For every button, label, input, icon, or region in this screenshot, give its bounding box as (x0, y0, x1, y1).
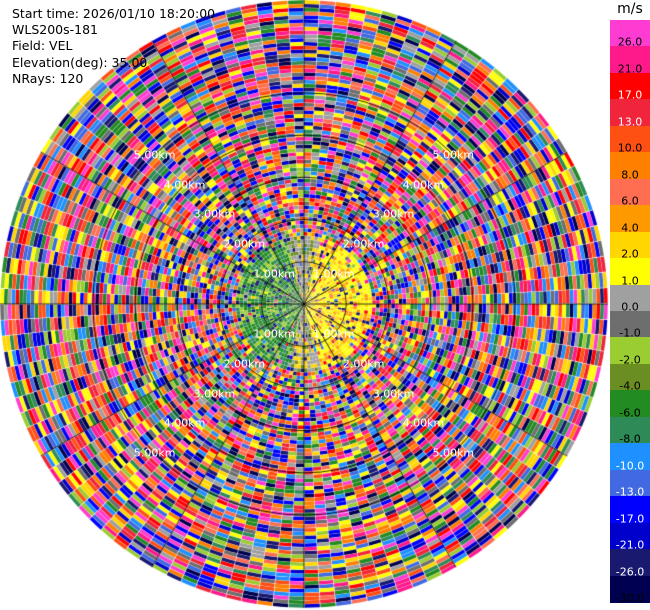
range-ring-label: 4.00km (163, 178, 206, 192)
colorbar-unit: m/s (617, 1, 643, 17)
colorbar-bin (610, 258, 650, 286)
colorbar-bin (610, 390, 650, 418)
colorbar-bin (610, 125, 650, 153)
start-time-text: Start time: 2026/01/10 18:20:00 (12, 6, 216, 21)
colorbar-tick-label: 13.0 (617, 115, 643, 129)
plot-metadata: Start time: 2026/01/10 18:20:00 WLS200s-… (12, 6, 215, 87)
range-ring-label: 5.00km (432, 446, 475, 460)
colorbar-tick-label: 8.0 (621, 168, 639, 182)
range-ring-label: 3.00km (372, 387, 415, 401)
elevation-text: Elevation(deg): 35.00 (12, 54, 148, 70)
range-ring-label: 3.00km (193, 387, 236, 401)
range-ring-label: 1.00km (253, 267, 295, 281)
colorbar-tick-label: 1.0 (621, 274, 639, 288)
colorbar-tick-label: -8.0 (619, 432, 641, 446)
colorbar-bin (610, 231, 650, 259)
range-ring-label: 2.00km (342, 357, 385, 371)
colorbar-tick-label: -1.0 (619, 326, 641, 340)
range-ring-label: 4.00km (163, 416, 206, 430)
colorbar-tick-label: -13.0 (615, 485, 645, 499)
colorbar-bins: 26.0 21.0 17.0 13.0 10.0 8.0 6.0 4.0 2.0 1.0 0.0 -1… (610, 20, 650, 605)
range-ring-label: 5.00km (133, 446, 176, 460)
colorbar-bin (610, 20, 650, 48)
colorbar-tick-label: -21.0 (615, 538, 645, 552)
colorbar-bin (610, 311, 650, 339)
ppi-plot: 1.00km 1.00km 1.00km 1.00km 2.00km 2.00km 2.00… (0, 0, 610, 610)
colorbar-tick-label: 26.0 (617, 35, 643, 49)
colorbar-tick-label: 4.0 (621, 221, 639, 235)
range-ring-label: 5.00km (133, 148, 176, 162)
colorbar-tick-label: 10.0 (617, 141, 643, 155)
colorbar-tick-label: 21.0 (617, 62, 643, 76)
colorbar-tick-label: 0.0 (621, 300, 639, 314)
colorbar-tick-label: 6.0 (621, 194, 639, 208)
colorbar-bin (610, 363, 650, 391)
colorbar-tick-label: -2.0 (619, 353, 641, 367)
range-ring-label: 3.00km (372, 207, 415, 221)
range-ring-label: 5.00km (432, 148, 475, 162)
colorbar-tick-label: -17.0 (615, 512, 645, 526)
colorbar-bin (610, 337, 650, 365)
instrument-text: WLS200s-181 (12, 22, 98, 38)
colorbar: m/s 26.0 21.0 17.0 13.0 10.0 8.0 6.0 4.0 2.0 1.0 0… (610, 0, 650, 610)
colorbar-bin (610, 46, 650, 74)
nrays-text: NRays: 120 (12, 70, 84, 86)
colorbar-tick-label: -10.0 (615, 459, 645, 473)
range-ring-label: 2.00km (223, 237, 266, 251)
range-ring-label: 3.00km (193, 207, 236, 221)
colorbar-bin (610, 443, 650, 471)
colorbar-tick-label: -6.0 (619, 406, 641, 420)
colorbar-tick-label: -26.0 (615, 565, 645, 579)
range-ring-label: 1.00km (313, 267, 355, 281)
colorbar-tick-label: 2.0 (621, 247, 639, 261)
colorbar-tick-label: -30.0 (615, 591, 645, 605)
colorbar-tick-label: 17.0 (617, 88, 643, 102)
colorbar-bin (610, 575, 650, 603)
colorbar-bin (610, 549, 650, 577)
colorbar-bin (610, 152, 650, 180)
range-ring-label: 1.00km (253, 327, 295, 341)
colorbar-bin (610, 284, 650, 312)
colorbar-bin (610, 99, 650, 127)
field-text: Field: VEL (12, 38, 73, 54)
colorbar-bin (610, 178, 650, 206)
colorbar-bin (610, 522, 650, 550)
range-ring-label: 2.00km (342, 237, 385, 251)
colorbar-tick-label: -4.0 (619, 379, 641, 393)
range-ring-label: 4.00km (402, 416, 445, 430)
colorbar-bin (610, 205, 650, 233)
range-ring-label: 2.00km (223, 357, 266, 371)
colorbar-bin (610, 469, 650, 497)
colorbar-bin (610, 496, 650, 524)
range-ring-label: 4.00km (402, 178, 445, 192)
colorbar-bin (610, 72, 650, 100)
velocity-ppi-canvas (0, 0, 610, 610)
colorbar-bin (610, 416, 650, 444)
range-ring-label: 1.00km (313, 327, 355, 341)
